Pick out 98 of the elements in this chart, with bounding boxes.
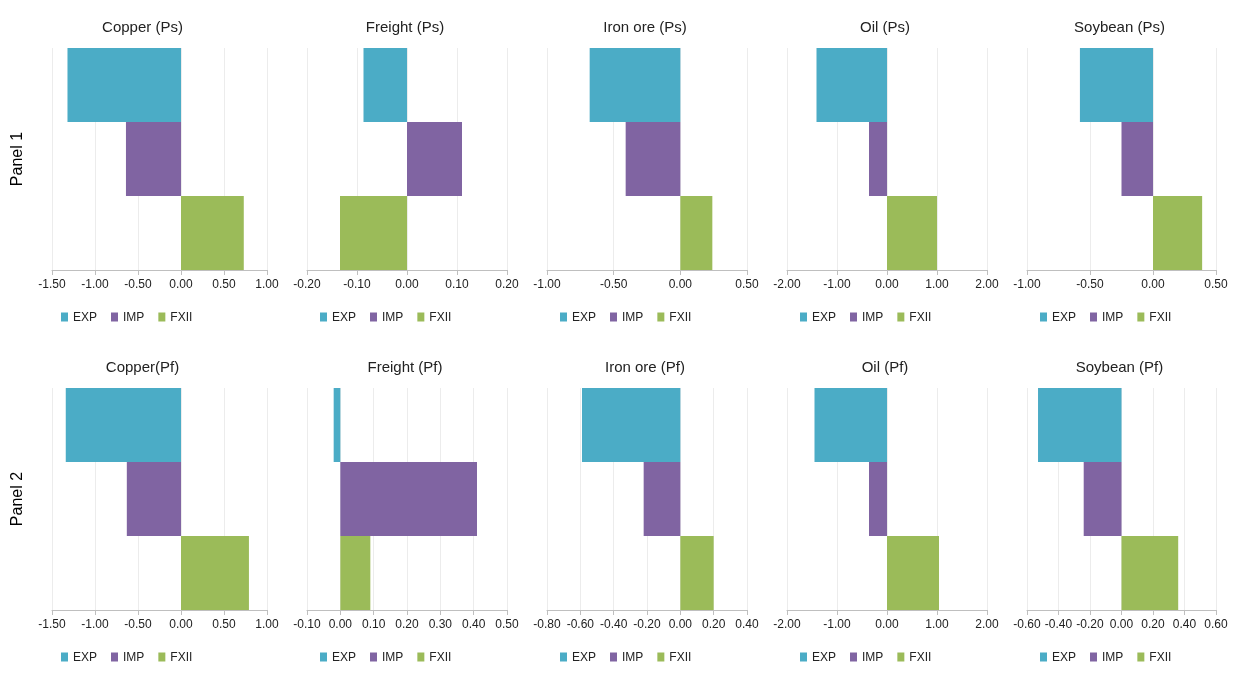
legend-label: IMP [622, 650, 644, 664]
x-tick-label: 0.00 [668, 617, 693, 631]
x-tick-label: 0.50 [735, 277, 759, 291]
chart-title: Freight (Pf) [367, 358, 443, 375]
x-tick-label: -1.50 [38, 617, 66, 631]
x-tick-label: 0.50 [1204, 277, 1228, 291]
x-tick-label: 0.00 [1109, 617, 1134, 631]
x-tick-label: 2.00 [975, 617, 999, 631]
chart-title: Iron ore (Ps) [603, 18, 687, 35]
x-tick-label: 0.60 [1204, 617, 1228, 631]
x-tick-label: 0.00 [395, 277, 419, 291]
legend-label: FXII [909, 310, 932, 324]
x-tick-label: 0.00 [668, 277, 693, 291]
legend-label: FXII [909, 650, 932, 664]
legend-label: FXII [170, 650, 193, 664]
x-tick-label: 1.00 [925, 277, 949, 291]
x-tick-label: -2.00 [773, 277, 801, 291]
x-tick-label: -0.80 [533, 617, 561, 631]
x-tick-label: 1.00 [255, 277, 279, 291]
x-tick-label: -0.20 [633, 617, 661, 631]
x-tick-label: 0.20 [1141, 617, 1165, 631]
x-tick-label: -0.40 [599, 617, 628, 631]
legend-label: FXII [669, 650, 692, 664]
legend-label: EXP [1052, 650, 1077, 664]
x-tick-label: 0.00 [1141, 277, 1165, 291]
legend-label: FXII [429, 650, 452, 664]
legend-label: IMP [123, 650, 145, 664]
y-axis-title: Panel 2 [7, 471, 25, 527]
y-axis-title: Panel 1 [7, 131, 25, 187]
legend-label: FXII [429, 310, 452, 324]
legend-label: EXP [812, 310, 837, 324]
legend-label: IMP [382, 310, 404, 324]
legend-label: IMP [382, 650, 404, 664]
chart-title: Oil (Pf) [861, 358, 909, 375]
legend-label: EXP [73, 650, 98, 664]
legend-label: EXP [1052, 310, 1077, 324]
x-tick-label: 0.10 [361, 617, 386, 631]
chart-title: Oil (Ps) [860, 18, 910, 35]
chart-title: Soybean (Pf) [1075, 358, 1164, 375]
x-tick-label: 2.00 [975, 277, 999, 291]
x-tick-label: 0.40 [1172, 617, 1197, 631]
legend-label: IMP [123, 310, 145, 324]
x-tick-label: 0.00 [875, 277, 899, 291]
x-tick-label: -2.00 [773, 617, 801, 631]
x-tick-label: 0.20 [495, 277, 519, 291]
legend-label: FXII [1149, 310, 1172, 324]
x-tick-label: 0.00 [169, 277, 193, 291]
x-tick-label: 0.50 [495, 617, 519, 631]
x-tick-label: 0.40 [735, 617, 759, 631]
x-tick-label: -1.50 [38, 277, 66, 291]
x-tick-label: 0.20 [395, 617, 419, 631]
legend-label: EXP [812, 650, 837, 664]
x-tick-label: -1.00 [81, 277, 109, 291]
x-tick-label: 0.00 [328, 617, 353, 631]
legend-label: EXP [332, 310, 357, 324]
legend-label: FXII [669, 310, 692, 324]
x-tick-label: -0.50 [599, 277, 628, 291]
x-tick-label: -0.10 [293, 617, 321, 631]
chart-title: Freight (Ps) [365, 18, 445, 35]
x-tick-label: 0.40 [461, 617, 486, 631]
legend-label: EXP [572, 310, 597, 324]
legend-label: IMP [862, 310, 884, 324]
x-tick-label: -0.60 [1013, 617, 1041, 631]
legend-label: IMP [622, 310, 644, 324]
x-tick-label: 0.00 [169, 617, 193, 631]
x-tick-label: -0.10 [343, 277, 371, 291]
x-tick-label: 1.00 [925, 617, 949, 631]
x-tick-label: -1.00 [823, 617, 851, 631]
x-tick-label: -0.40 [1044, 617, 1073, 631]
legend-label: IMP [862, 650, 884, 664]
chart-title: Copper(Pf) [105, 358, 180, 375]
chart-title: Copper (Ps) [102, 18, 183, 35]
x-tick-label: -0.20 [293, 277, 321, 291]
legend-label: EXP [73, 310, 98, 324]
x-tick-label: 0.30 [428, 617, 453, 631]
chart-title: Soybean (Ps) [1074, 18, 1165, 35]
x-tick-label: -1.00 [533, 277, 561, 291]
legend-label: EXP [332, 650, 357, 664]
legend-label: IMP [1102, 650, 1124, 664]
x-tick-label: -1.00 [1013, 277, 1041, 291]
x-tick-label: 1.00 [255, 617, 279, 631]
x-tick-label: -0.50 [124, 617, 152, 631]
x-tick-label: -0.50 [124, 277, 152, 291]
x-tick-label: 0.10 [445, 277, 469, 291]
x-tick-label: -1.00 [81, 617, 109, 631]
x-tick-label: 0.50 [212, 617, 236, 631]
x-tick-label: -0.50 [1076, 277, 1104, 291]
x-tick-label: -0.60 [566, 617, 595, 631]
x-tick-label: -1.00 [823, 277, 851, 291]
x-tick-label: -0.20 [1076, 617, 1104, 631]
x-tick-label: 0.00 [875, 617, 899, 631]
chart-title: Iron ore (Pf) [604, 358, 686, 375]
legend-label: FXII [1149, 650, 1172, 664]
legend-label: IMP [1102, 310, 1124, 324]
x-tick-label: 0.20 [701, 617, 726, 631]
legend-label: EXP [572, 650, 597, 664]
x-tick-label: 0.50 [212, 277, 236, 291]
legend-label: FXII [170, 310, 193, 324]
